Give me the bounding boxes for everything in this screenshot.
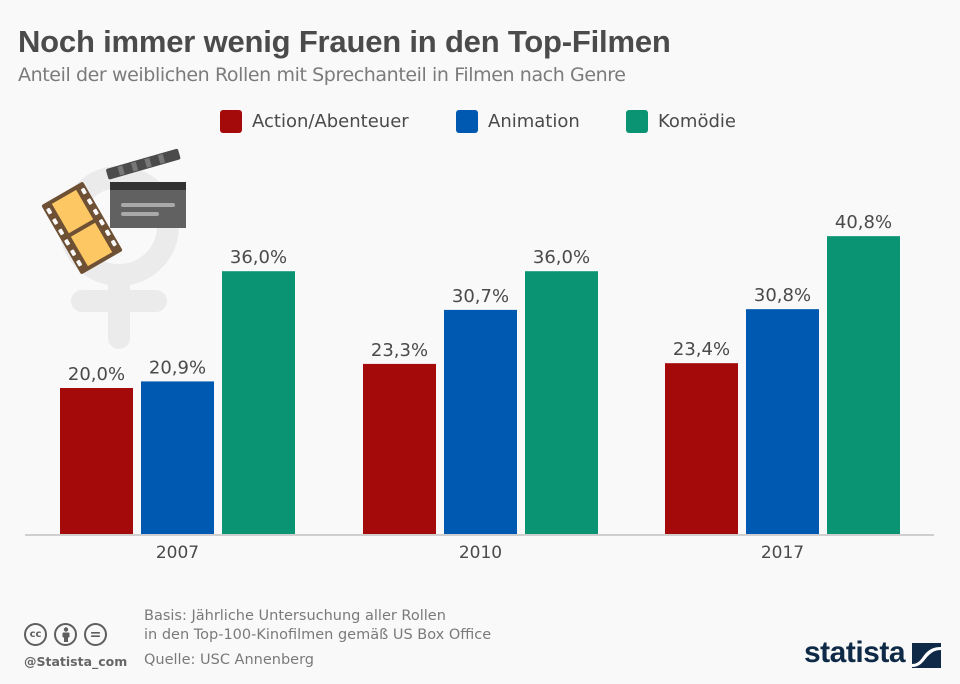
license-icons: cc = <box>24 623 107 646</box>
legend-item-komoedie: Komödie <box>626 110 736 133</box>
legend-label: Action/Abenteuer <box>252 111 409 132</box>
data-label: 36,0% <box>230 247 287 268</box>
legend-swatch-animation <box>456 110 478 133</box>
x-tick-label: 2010 <box>459 543 502 563</box>
data-label: 30,8% <box>754 285 811 306</box>
bar-2010-1 <box>444 309 517 534</box>
data-label: 30,7% <box>452 286 509 307</box>
data-label: 23,3% <box>371 340 428 361</box>
bar-2007-2 <box>222 271 295 534</box>
data-label: 40,8% <box>835 212 892 233</box>
legend-item-animation: Animation <box>456 110 580 133</box>
bar-2007-0 <box>60 388 133 534</box>
data-label: 20,0% <box>68 364 125 385</box>
footer-basis-line1: Basis: Jährliche Untersuchung aller Roll… <box>144 608 446 624</box>
logo-text: statista <box>804 636 906 669</box>
attribution-icon <box>54 623 77 646</box>
chart-title: Noch immer wenig Frauen in den Top-Filme… <box>18 24 671 59</box>
bar-2017-2 <box>827 236 900 534</box>
legend-swatch-action <box>220 110 242 133</box>
bar-2010-2 <box>525 271 598 534</box>
cc-icon: cc <box>24 623 47 646</box>
x-tick-label: 2007 <box>156 543 199 563</box>
legend-swatch-komoedie <box>626 110 648 133</box>
chart-subtitle: Anteil der weiblichen Rollen mit Sprecha… <box>18 64 626 86</box>
no-derivatives-icon: = <box>84 623 107 646</box>
clapperboard-icon <box>106 148 186 228</box>
bar-2010-0 <box>363 363 436 534</box>
data-label: 36,0% <box>533 247 590 268</box>
footer-basis-line2: in den Top-100-Kinofilmen gemäß US Box O… <box>144 627 492 643</box>
statista-logo[interactable]: statista <box>804 636 942 670</box>
bar-2017-1 <box>746 309 819 534</box>
bar-2017-0 <box>665 363 738 534</box>
legend-label: Animation <box>488 111 580 132</box>
footer-source: Quelle: USC Annenberg <box>144 652 314 668</box>
legend: Action/Abenteuer Animation Komödie <box>0 110 960 136</box>
statista-logo-icon <box>912 642 942 668</box>
x-tick-label: 2017 <box>761 543 804 563</box>
data-label: 20,9% <box>149 357 206 378</box>
twitter-handle[interactable]: @Statista_com <box>24 654 128 669</box>
legend-label: Komödie <box>658 111 736 132</box>
legend-item-action: Action/Abenteuer <box>220 110 409 133</box>
data-label: 23,4% <box>673 339 730 360</box>
film-strip-icon <box>41 182 123 274</box>
bar-2007-1 <box>141 381 214 534</box>
